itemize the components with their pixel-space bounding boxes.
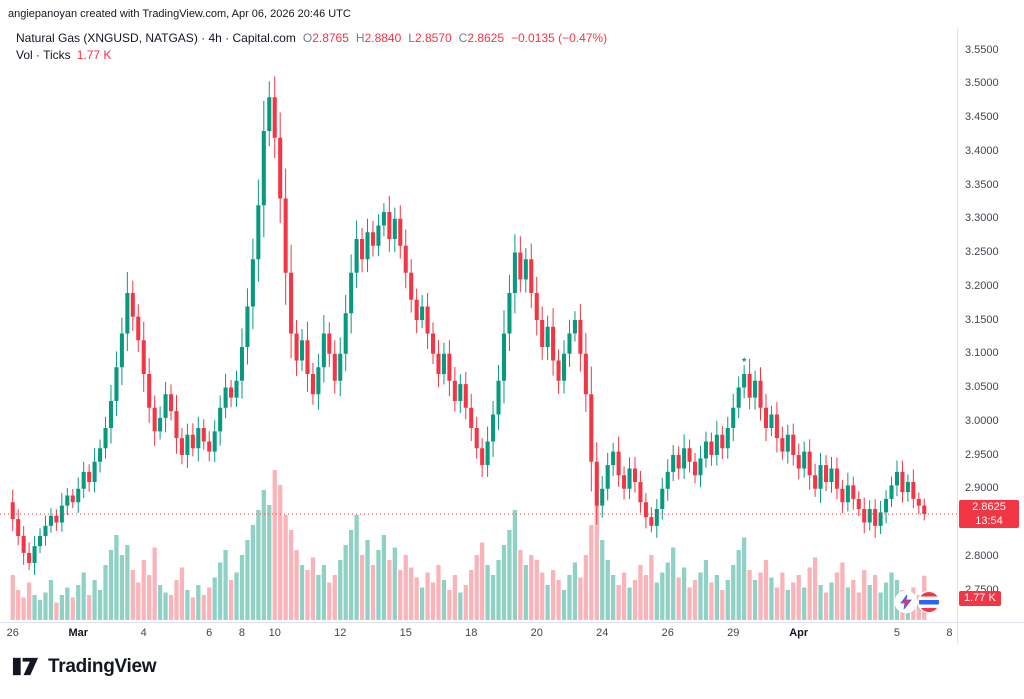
tradingview-logo[interactable]: TradingView	[12, 653, 157, 680]
price-axis-label: 3.1000	[965, 347, 999, 360]
event-marker-icon[interactable]: ★	[741, 356, 747, 364]
last-price-badge: 2.8625 13:54	[959, 500, 1019, 529]
time-axis-label: 26	[6, 627, 19, 639]
time-axis[interactable]: 26 Mar 4 6 8 10 12 15 18 20 24 26 29 Apr 5 8	[0, 622, 958, 644]
price-axis-label: 3.3500	[965, 178, 999, 191]
close-label: C	[458, 31, 468, 45]
last-price-value: 2.8625	[972, 501, 1006, 514]
time-axis-label: 10	[268, 627, 281, 639]
tradingview-logo-icon	[12, 657, 39, 676]
open-value: 2.8765	[312, 31, 349, 45]
time-axis-label: 24	[596, 627, 609, 639]
high-label: H	[355, 31, 365, 45]
price-axis-label: 3.2500	[965, 246, 999, 258]
open-label: O	[302, 31, 313, 45]
price-axis-label: 3.4000	[965, 144, 999, 157]
price-axis-label: 3.0500	[965, 381, 999, 393]
symbol-title[interactable]: Natural Gas (XNGUSD, NATGAS) · 4h · Capi…	[16, 31, 296, 45]
time-axis-label: Apr	[789, 627, 809, 639]
time-axis-label: 29	[727, 627, 740, 639]
price-axis-label: 3.4500	[965, 111, 999, 123]
candles-layer	[10, 76, 927, 575]
price-axis-label: 3.3000	[965, 212, 999, 225]
high-value: 2.8840	[364, 31, 402, 45]
close-value: 2.8625	[467, 31, 505, 45]
time-axis-label: 20	[530, 627, 543, 639]
time-axis-label: 8	[238, 627, 246, 639]
price-axis-label: 2.9000	[965, 482, 999, 495]
low-label: L	[408, 31, 415, 45]
time-axis-label: Mar	[68, 627, 88, 639]
symbol-legend: Natural Gas (XNGUSD, NATGAS) · 4h · Capi…	[16, 31, 607, 45]
change-value: −0.0135 (−0.47%)	[511, 31, 608, 45]
time-axis-label: 8	[946, 627, 953, 639]
lightning-sticker-icon[interactable]	[896, 592, 916, 612]
tradingview-logo-text: TradingView	[48, 655, 157, 677]
low-value: 2.8570	[414, 31, 452, 45]
volume-badge: 1.77 K	[959, 591, 1001, 606]
time-axis-label: 15	[399, 627, 412, 639]
price-axis-label: 2.8000	[965, 549, 999, 562]
chart-overlay-layer: ★	[0, 28, 1024, 644]
time-axis-label: 5	[893, 627, 901, 639]
price-axis-label: 3.1500	[965, 313, 999, 326]
volume-label[interactable]: Vol · Ticks	[16, 48, 71, 62]
price-axis-label: 3.5000	[965, 77, 999, 90]
price-axis-label: 3.0000	[965, 414, 999, 427]
time-axis-label: 12	[334, 627, 347, 639]
volume-legend: Vol · Ticks 1.77 K	[16, 48, 111, 62]
bar-countdown: 13:54	[975, 515, 1003, 528]
time-axis-label: 6	[206, 627, 213, 639]
volume-layer	[10, 470, 927, 620]
volume-value: 1.77 K	[76, 48, 112, 62]
time-axis-label: 18	[465, 627, 478, 639]
flag-sticker-icon[interactable]	[919, 592, 939, 612]
time-axis-label: 26	[661, 627, 674, 639]
price-axis-label: 3.5500	[965, 43, 999, 56]
attribution-text: angiepanoyan created with TradingView.co…	[8, 8, 351, 20]
time-axis-label: 4	[140, 627, 147, 639]
price-axis[interactable]: 3.5500 3.5000 3.4500 3.4000 3.3500 3.3000 3.25…	[958, 28, 1024, 645]
price-axis-label: 3.2000	[965, 279, 999, 292]
price-axis-label: 2.9500	[965, 448, 999, 461]
